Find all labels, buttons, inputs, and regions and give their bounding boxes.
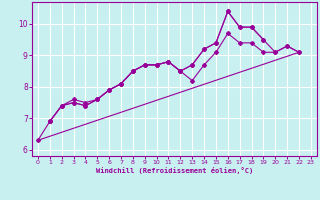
X-axis label: Windchill (Refroidissement éolien,°C): Windchill (Refroidissement éolien,°C)	[96, 167, 253, 174]
